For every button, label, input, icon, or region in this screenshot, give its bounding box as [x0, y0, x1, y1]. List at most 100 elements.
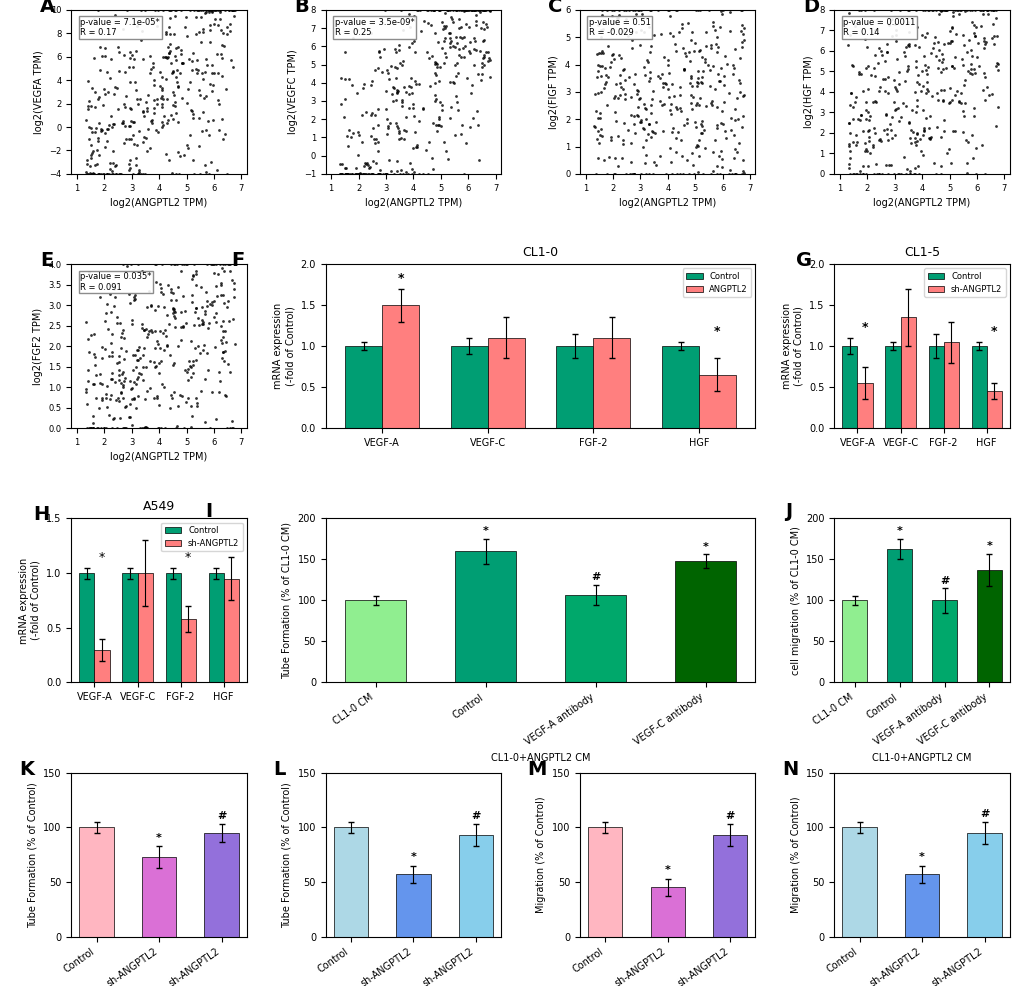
Point	[481, 2, 497, 18]
Point	[363, 106, 379, 122]
Point	[195, 104, 211, 119]
Point	[121, 152, 138, 168]
Point	[143, 61, 159, 77]
Bar	[698, 375, 736, 428]
Point	[212, 2, 228, 18]
Point	[123, 417, 140, 433]
Point	[201, 22, 217, 37]
Point	[215, 131, 231, 147]
Point	[734, 17, 750, 33]
Point	[370, 117, 386, 133]
Point	[221, 314, 237, 329]
Point	[630, 92, 646, 107]
Point	[218, 166, 234, 181]
Point	[967, 166, 983, 181]
Point	[611, 67, 628, 83]
Point	[194, 383, 210, 398]
Text: *: *	[482, 527, 488, 536]
Point	[174, 55, 191, 71]
Point	[174, 55, 191, 71]
Text: p-value = 3.5e-09*
R = 0.25: p-value = 3.5e-09* R = 0.25	[334, 18, 414, 37]
Point	[615, 2, 632, 18]
Point	[914, 126, 930, 142]
Point	[173, 387, 190, 403]
Point	[182, 359, 199, 375]
Point	[701, 78, 717, 94]
Point	[217, 322, 233, 338]
Point	[403, 70, 419, 86]
Point	[643, 91, 659, 106]
Point	[961, 2, 977, 18]
Point	[908, 75, 924, 91]
Point	[138, 95, 154, 110]
Point	[845, 166, 861, 181]
Point	[110, 102, 126, 117]
Point	[85, 143, 101, 159]
Point	[431, 2, 447, 18]
Point	[439, 2, 455, 18]
Point	[406, 8, 422, 24]
Point	[888, 51, 904, 67]
Point	[77, 384, 94, 399]
Point	[169, 398, 185, 414]
Point	[79, 98, 96, 113]
Point	[190, 52, 206, 68]
Point	[715, 94, 732, 109]
Point	[897, 99, 913, 114]
Point	[387, 70, 404, 86]
Point	[211, 364, 227, 380]
Point	[917, 85, 933, 101]
Point	[113, 385, 129, 400]
Point	[963, 2, 979, 18]
Point	[204, 297, 220, 313]
Point	[195, 317, 211, 332]
Point	[675, 61, 691, 77]
Point	[713, 103, 730, 118]
Point	[418, 142, 434, 158]
Point	[692, 74, 708, 90]
Point	[183, 295, 200, 311]
Point	[205, 265, 221, 281]
Point	[136, 321, 152, 337]
Point	[194, 299, 210, 315]
Point	[708, 30, 725, 45]
Point	[86, 326, 102, 342]
Point	[659, 57, 676, 73]
Point	[133, 24, 150, 39]
Point	[917, 110, 933, 126]
Point	[388, 154, 405, 170]
Point	[371, 42, 387, 58]
Point	[686, 114, 702, 130]
Point	[956, 77, 972, 93]
Point	[655, 49, 672, 65]
Point	[155, 286, 171, 302]
Point	[449, 103, 466, 118]
Point	[965, 100, 981, 115]
Point	[213, 45, 229, 61]
Point	[727, 166, 743, 181]
Point	[224, 59, 240, 75]
Point	[668, 101, 685, 116]
Point	[687, 119, 703, 135]
Point	[599, 69, 615, 85]
Point	[713, 152, 730, 168]
Point	[842, 85, 858, 101]
Point	[936, 60, 953, 76]
Point	[369, 143, 385, 159]
Point	[169, 279, 185, 295]
Point	[683, 78, 699, 94]
Point	[673, 16, 689, 32]
Point	[427, 117, 443, 133]
Point	[147, 302, 163, 317]
Point	[95, 98, 111, 113]
Point	[344, 125, 361, 141]
Point	[175, 288, 192, 304]
Point	[712, 4, 729, 20]
Point	[362, 159, 378, 175]
Point	[113, 325, 129, 341]
Point	[204, 84, 220, 100]
Point	[77, 112, 94, 128]
Point	[679, 114, 695, 130]
Text: *: *	[918, 852, 924, 863]
Point	[476, 2, 492, 18]
